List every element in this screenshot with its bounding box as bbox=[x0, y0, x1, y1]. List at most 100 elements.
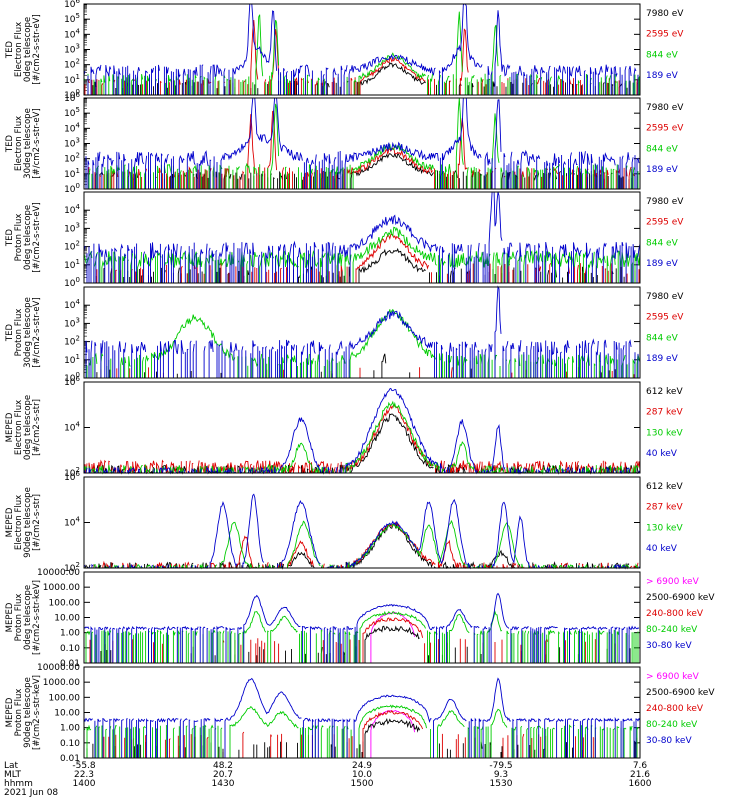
y-tick-label: 104 bbox=[64, 27, 80, 40]
series-line-1 bbox=[83, 413, 641, 475]
y-tick-label: 106 bbox=[64, 470, 80, 483]
y-tick-base: 10 bbox=[64, 61, 76, 71]
y-tick-base: 10 bbox=[64, 519, 76, 529]
y-tick-base: 10 bbox=[64, 261, 76, 271]
y-axis-label: [#/cm2-s-str-eV] bbox=[32, 297, 42, 367]
y-tick-label: 105 bbox=[64, 12, 80, 25]
y-tick-exp: 0 bbox=[76, 182, 80, 190]
y-axis-label: MEPED bbox=[5, 507, 15, 537]
legend-entry: 2595 eV bbox=[646, 218, 684, 228]
y-axis-label: Proton Flux bbox=[14, 594, 24, 642]
y-tick-label: 1000.00 bbox=[43, 583, 80, 593]
y-tick-base: 10 bbox=[64, 46, 76, 56]
y-tick-label: 102 bbox=[64, 335, 80, 348]
y-axis-label: [#/cm2-s-str-eV] bbox=[32, 202, 42, 272]
legend-entry: 189 eV bbox=[646, 259, 679, 269]
x-tick-label-lat: 48.2 bbox=[213, 761, 233, 771]
y-axis-label: [#/cm2-s-str-keV] bbox=[32, 580, 42, 655]
y-tick-label: 106 bbox=[64, 91, 80, 104]
y-tick-exp: 1 bbox=[76, 258, 80, 266]
y-axis-label: TED bbox=[5, 40, 15, 59]
legend-entry: 287 keV bbox=[646, 408, 683, 418]
y-tick-label: 103 bbox=[64, 221, 80, 234]
x-tick-label-mlt: 9.3 bbox=[494, 770, 508, 780]
y-axis-label: Proton Flux bbox=[14, 214, 24, 262]
y-tick-exp: 2 bbox=[76, 58, 80, 66]
y-tick-exp: 4 bbox=[76, 516, 81, 524]
y-tick-label: 102 bbox=[64, 466, 80, 479]
legend-entry: 40 keV bbox=[646, 544, 678, 554]
y-tick-label: 0.10 bbox=[60, 739, 80, 749]
y-axis-label: Electron Flux bbox=[14, 116, 24, 171]
x-tick-label-hhmm: 1600 bbox=[629, 779, 652, 789]
y-tick-label: 104 bbox=[64, 421, 80, 434]
legend-entry: 2595 eV bbox=[646, 30, 684, 40]
y-tick-exp: 4 bbox=[76, 27, 81, 35]
y-tick-base: 10 bbox=[64, 76, 76, 86]
y-tick-exp: 0 bbox=[76, 88, 80, 96]
series-line-2 bbox=[85, 110, 641, 189]
y-tick-label: 10000.00 bbox=[37, 663, 80, 673]
y-tick-exp: 4 bbox=[76, 121, 81, 129]
y-tick-label: 100.00 bbox=[49, 693, 81, 703]
panel-7: 10000.00 1000.00 100.00 10.00 1.00 0.10 0.01 > … bbox=[5, 568, 715, 669]
y-tick-label: 104 bbox=[64, 121, 80, 134]
y-tick-base: 10 bbox=[64, 224, 76, 234]
legend-entry: > 6900 keV bbox=[646, 672, 700, 682]
y-tick-base: 10 bbox=[64, 473, 76, 483]
y-axis-label: MEPED bbox=[5, 697, 15, 727]
legend-entry: 80-240 keV bbox=[646, 720, 698, 730]
x-row-label: MLT bbox=[4, 770, 22, 780]
legend-entry: 130 keV bbox=[646, 523, 683, 533]
y-tick-base: 10 bbox=[64, 91, 76, 101]
y-tick-base: 1000.00 bbox=[43, 583, 80, 593]
y-tick-base: 10.00 bbox=[54, 709, 80, 719]
y-tick-exp: 4 bbox=[76, 203, 81, 211]
y-axis-label: 0deg telescope bbox=[23, 585, 33, 650]
y-tick-base: 10 bbox=[64, 356, 76, 366]
y-axis-label: [#/cm2-s-str] bbox=[32, 399, 42, 456]
y-tick-exp: 6 bbox=[76, 0, 81, 5]
legend-entry: > 6900 keV bbox=[646, 577, 700, 587]
y-tick-label: 102 bbox=[64, 561, 80, 574]
y-tick-label: 100 bbox=[64, 88, 80, 101]
series-line-4 bbox=[85, 285, 639, 378]
y-tick-label: 10.00 bbox=[54, 614, 80, 624]
y-tick-label: 102 bbox=[64, 152, 80, 165]
y-tick-base: 10 bbox=[64, 243, 76, 253]
y-tick-label: 103 bbox=[64, 43, 80, 56]
y-tick-base: 10000.00 bbox=[37, 568, 80, 578]
y-tick-label: 0.01 bbox=[60, 754, 80, 764]
y-tick-label: 105 bbox=[64, 106, 80, 119]
x-tick-label-mlt: 22.3 bbox=[74, 770, 94, 780]
y-tick-label: 101 bbox=[64, 167, 80, 180]
y-tick-exp: 2 bbox=[76, 152, 80, 160]
x-tick-label-hhmm: 1400 bbox=[73, 779, 96, 789]
y-tick-label: 101 bbox=[64, 353, 80, 366]
y-tick-label: 106 bbox=[64, 0, 80, 10]
panel-frame bbox=[83, 476, 641, 569]
y-tick-base: 1.00 bbox=[60, 724, 80, 734]
x-row-label: Lat bbox=[4, 761, 19, 771]
y-tick-label: 100 bbox=[64, 276, 80, 289]
y-tick-exp: 5 bbox=[76, 106, 80, 114]
legend-entry: 7980 eV bbox=[646, 103, 684, 113]
y-tick-exp: 6 bbox=[76, 470, 81, 478]
y-tick-base: 0.01 bbox=[60, 659, 80, 669]
y-tick-base: 10 bbox=[64, 564, 76, 574]
y-axis-label: TED bbox=[5, 134, 15, 153]
legend-entry: 40 keV bbox=[646, 449, 678, 459]
y-tick-label: 1.00 bbox=[60, 629, 80, 639]
y-axis-label: TED bbox=[5, 228, 15, 247]
legend-entry: 30-80 keV bbox=[646, 736, 692, 746]
y-tick-exp: 1 bbox=[76, 73, 80, 81]
y-tick-label: 106 bbox=[64, 375, 80, 388]
x-tick-label-lat: 7.6 bbox=[633, 761, 648, 771]
date-label: 2021 Jun 08 bbox=[4, 788, 58, 798]
legend-entry: 189 eV bbox=[646, 71, 679, 81]
legend-entry: 240-800 keV bbox=[646, 704, 704, 714]
